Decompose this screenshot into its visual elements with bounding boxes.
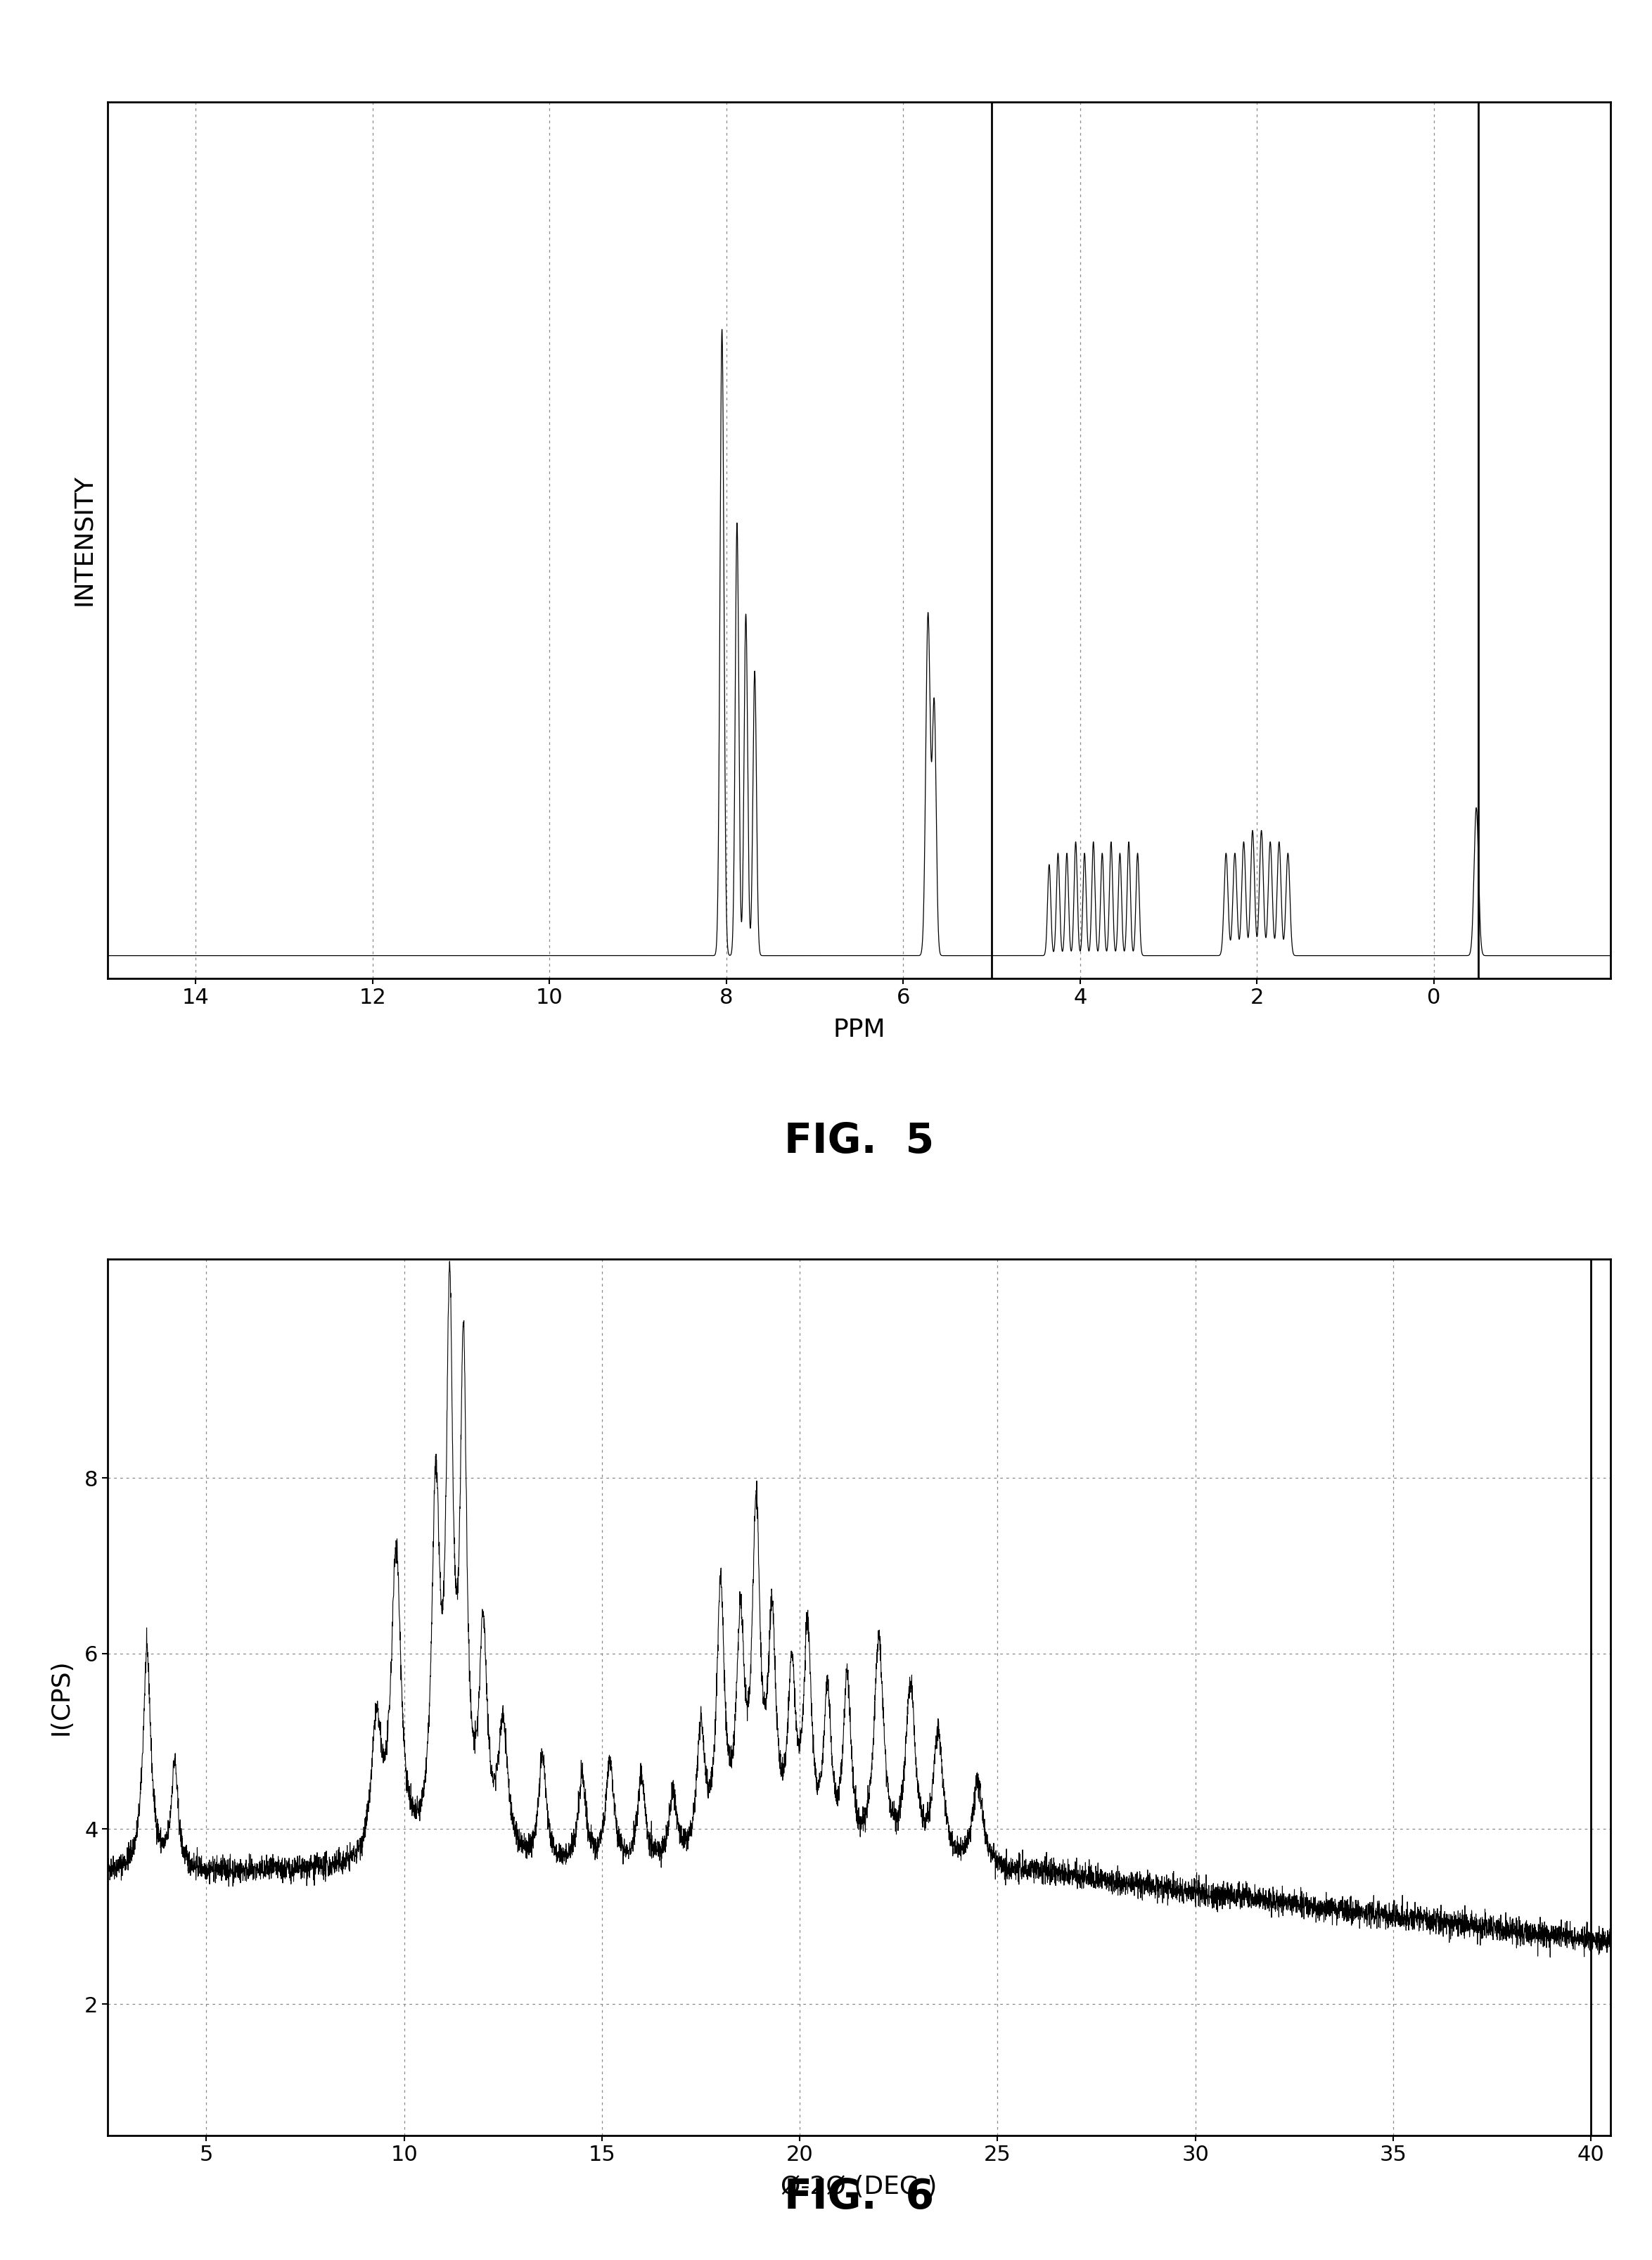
X-axis label: Ø-2Ø (DEG.): Ø-2Ø (DEG.) (781, 2174, 937, 2199)
Y-axis label: INTENSITY: INTENSITY (71, 475, 96, 606)
Text: FIG.  6: FIG. 6 (785, 2176, 933, 2217)
X-axis label: PPM: PPM (833, 1017, 885, 1042)
Y-axis label: I(CPS): I(CPS) (50, 1659, 73, 1736)
Text: FIG.  5: FIG. 5 (785, 1121, 933, 1162)
